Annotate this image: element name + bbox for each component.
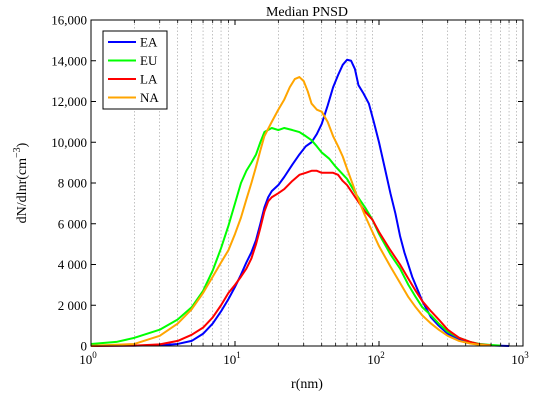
y-axis-label: dN/dlnr(cm−3) xyxy=(12,142,30,223)
x-tick-exp: 3 xyxy=(524,350,529,360)
x-tick-exp: 1 xyxy=(236,350,241,360)
x-tick-exp: 0 xyxy=(92,350,97,360)
x-tick-label: 101 xyxy=(223,350,241,367)
x-tick-base: 10 xyxy=(223,352,236,367)
y-axis-label-close: ) xyxy=(15,142,30,147)
legend-label-eu: EU xyxy=(140,53,158,68)
y-tick-label: 12,000 xyxy=(51,94,87,109)
x-tick-label: 100 xyxy=(79,350,97,367)
chart-title: Median PNSD xyxy=(266,5,348,20)
legend-box xyxy=(102,30,168,110)
series-line-la xyxy=(90,169,492,347)
legend-label-la: LA xyxy=(140,72,158,87)
x-tick-label: 102 xyxy=(367,350,385,367)
x-tick-exp: 2 xyxy=(380,350,385,360)
x-tick-base: 10 xyxy=(511,352,524,367)
series-line-na xyxy=(90,76,492,347)
legend-label-na: NA xyxy=(140,90,159,105)
y-tick-label: 4 000 xyxy=(58,257,87,272)
x-minor-grid xyxy=(134,20,517,346)
y-tick-label: 8 000 xyxy=(58,176,87,191)
y-axis-label-sup: −3 xyxy=(12,147,23,158)
y-tick-label: 14,000 xyxy=(51,53,87,68)
y-axis-label-main: dN/dlnr(cm xyxy=(15,158,30,223)
x-tick-label: 103 xyxy=(511,350,529,367)
y-tick-label: 10,000 xyxy=(51,135,87,150)
series-layer xyxy=(90,58,510,347)
y-axis: 0 2 000 4 000 6 000 8 000 10,000 12,000 14,000 1… xyxy=(51,13,523,354)
y-tick-label: 0 xyxy=(81,339,88,354)
legend-label-ea: EA xyxy=(140,35,158,50)
x-axis: 100 101 102 103 xyxy=(79,20,529,367)
series-line-eu xyxy=(90,126,501,347)
legend: EA EU LA NA xyxy=(102,30,168,110)
y-tick-label: 2 000 xyxy=(58,298,87,313)
x-tick-base: 10 xyxy=(367,352,380,367)
y-tick-label: 6 000 xyxy=(58,216,87,231)
y-tick-label: 16,000 xyxy=(51,13,87,28)
x-axis-label: r(nm) xyxy=(291,377,323,392)
x-tick-base: 10 xyxy=(79,352,92,367)
